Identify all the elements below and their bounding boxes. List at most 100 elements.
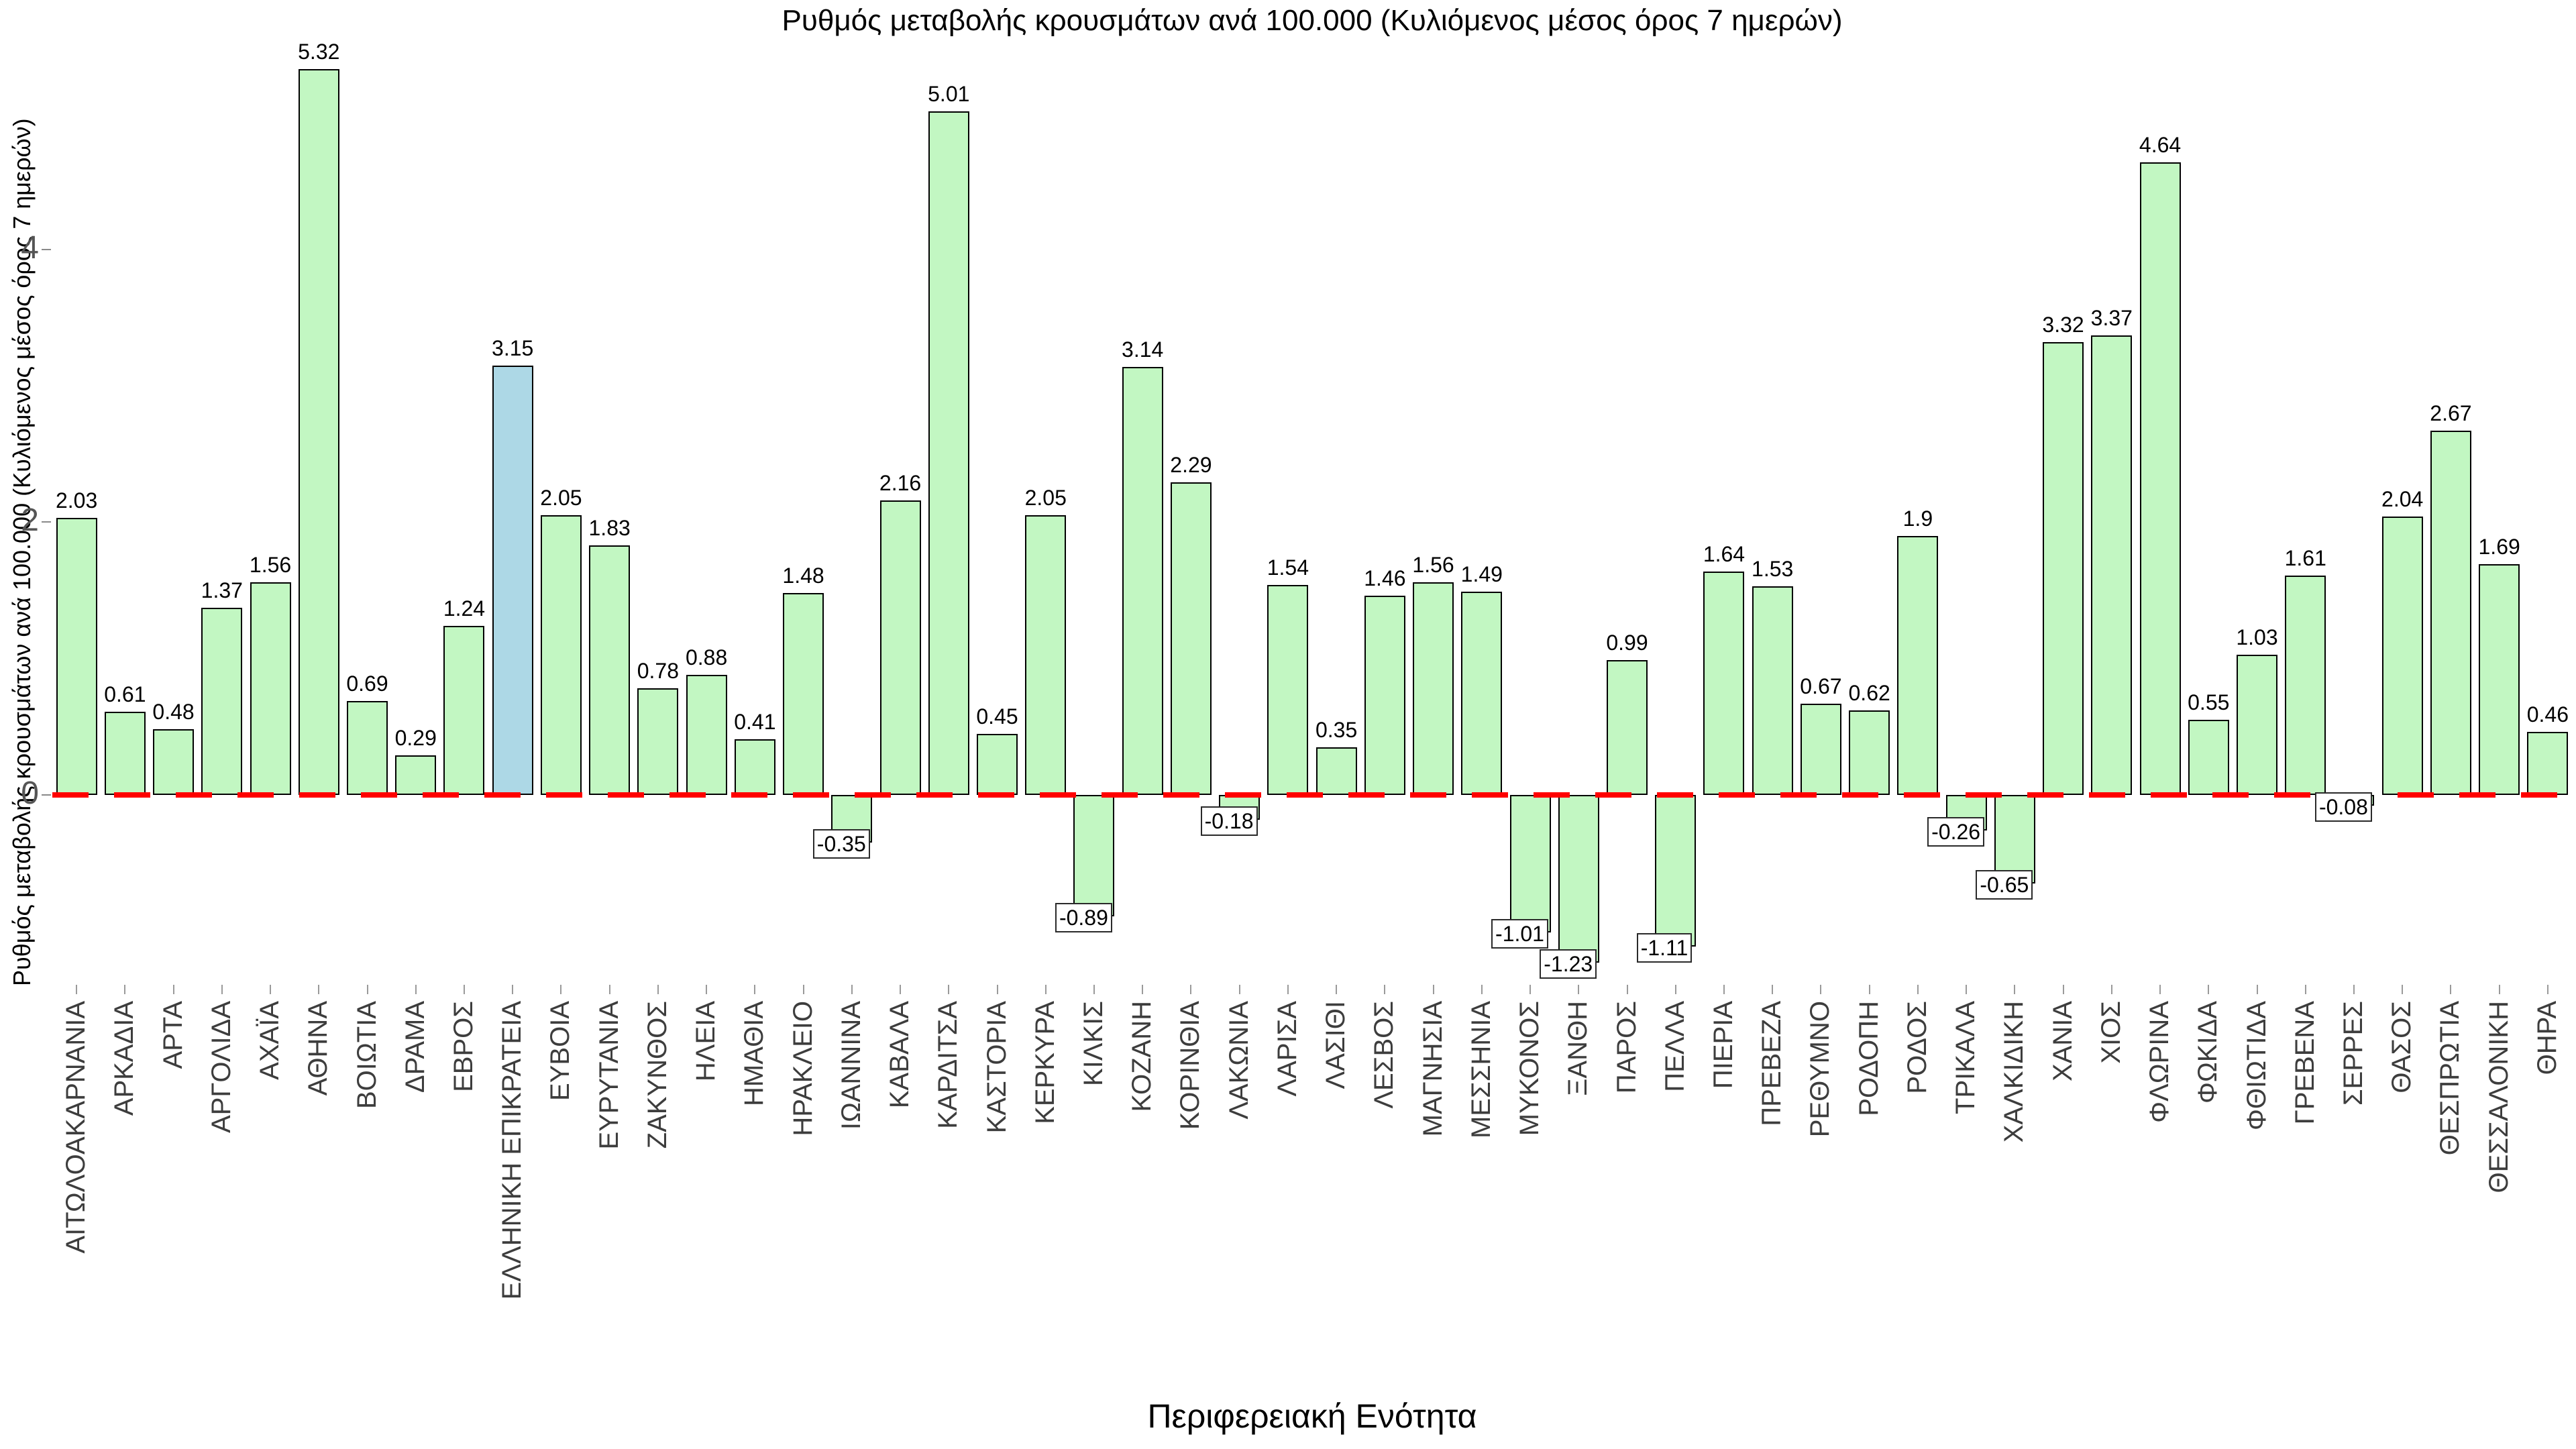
category-label-text: ΗΜΑΘΙΑ bbox=[739, 1001, 769, 1106]
bar bbox=[2237, 654, 2277, 795]
bar bbox=[2188, 720, 2229, 795]
bar-value-label: -1.23 bbox=[1540, 949, 1597, 979]
bar bbox=[2527, 732, 2569, 795]
bar-value-label: 5.32 bbox=[298, 40, 340, 64]
bar-value-label: -0.35 bbox=[812, 829, 870, 859]
y-tick-mark bbox=[42, 521, 51, 523]
bar-value-label: 1.03 bbox=[2236, 625, 2278, 649]
bar-value-label: -1.01 bbox=[1491, 919, 1548, 949]
bar-value-label: 3.37 bbox=[2090, 305, 2133, 330]
bar bbox=[250, 582, 291, 795]
category-label-text: ΧΑΛΚΙΔΙΚΗ bbox=[1999, 1001, 2029, 1143]
category-label-text: ΚΑΡΔΙΤΣΑ bbox=[933, 1001, 963, 1129]
bar bbox=[2381, 517, 2423, 795]
category-label-text: ΧΑΝΙΑ bbox=[2047, 1001, 2078, 1082]
bar-value-label: 2.67 bbox=[2430, 401, 2472, 426]
bar-value-label: 1.46 bbox=[1364, 566, 1406, 591]
y-tick-mark bbox=[42, 794, 51, 796]
x-tick-mark bbox=[2353, 985, 2355, 994]
bar-value-label: 0.69 bbox=[346, 671, 388, 696]
bar bbox=[540, 515, 582, 795]
category-label-text: ΞΑΝΘΗ bbox=[1563, 1001, 1593, 1096]
category-label-text: ΛΕΣΒΟΣ bbox=[1369, 1001, 1399, 1109]
category-label-text: ΑΧΑΪΑ bbox=[255, 1001, 285, 1080]
bar-value-label: 0.55 bbox=[2188, 690, 2230, 715]
zero-line bbox=[52, 792, 2572, 798]
bar bbox=[1364, 596, 1405, 795]
x-tick-mark bbox=[1868, 985, 1870, 994]
category-label-text: ΘΗΡΑ bbox=[2532, 1001, 2562, 1075]
category-label-text: ΜΑΓΝΗΣΙΑ bbox=[1417, 1001, 1448, 1137]
bar bbox=[2043, 342, 2084, 795]
x-tick-mark bbox=[2546, 985, 2548, 994]
bar bbox=[443, 625, 485, 795]
bar-value-label: 4.64 bbox=[2139, 132, 2182, 157]
category-label-text: ΗΛΕΙΑ bbox=[691, 1001, 721, 1082]
bar-value-label: 2.05 bbox=[540, 486, 582, 511]
bar bbox=[734, 739, 775, 795]
bar bbox=[1607, 659, 1648, 795]
x-tick-mark bbox=[2304, 985, 2306, 994]
bar-value-label: -0.18 bbox=[1200, 806, 1258, 836]
bar bbox=[2139, 162, 2181, 795]
category-label-text: ΚΟΡΙΝΘΙΑ bbox=[1175, 1001, 1205, 1130]
bar bbox=[1025, 515, 1067, 795]
category-label-text: ΦΩΚΙΔΑ bbox=[2193, 1001, 2223, 1104]
bar-value-label: -1.11 bbox=[1636, 932, 1693, 963]
category-label-text: ΠΑΡΟΣ bbox=[1611, 1001, 1642, 1094]
bar bbox=[879, 500, 921, 795]
category-label-text: ΓΡΕΒΕΝΑ bbox=[2290, 1001, 2320, 1125]
x-tick-mark bbox=[2014, 985, 2016, 994]
bar-value-label: 0.99 bbox=[1606, 630, 1648, 655]
category-label-text: ΦΛΩΡΙΝΑ bbox=[2145, 1001, 2175, 1123]
bar-value-label: 2.04 bbox=[2381, 487, 2424, 512]
bar bbox=[783, 593, 824, 795]
x-tick-mark bbox=[1238, 985, 1240, 994]
bar-value-label: 0.67 bbox=[1800, 674, 1842, 698]
x-tick-mark bbox=[1966, 985, 1968, 994]
x-tick-mark bbox=[1142, 985, 1144, 994]
bar-value-label: 0.45 bbox=[976, 704, 1018, 729]
bar-value-label: 1.53 bbox=[1752, 556, 1794, 581]
bar bbox=[1558, 795, 1599, 963]
x-tick-mark bbox=[1674, 985, 1676, 994]
x-tick-mark bbox=[76, 985, 78, 994]
bar-value-label: 1.69 bbox=[2478, 535, 2520, 559]
category-label-text: ΙΩΑΝΝΙΝΑ bbox=[836, 1001, 866, 1130]
category-label-text: ΕΥΒΟΙΑ bbox=[545, 1001, 576, 1101]
category-label-text: ΣΕΡΡΕΣ bbox=[2338, 1001, 2368, 1106]
x-tick-mark bbox=[124, 985, 126, 994]
category-label-text: ΦΘΙΩΤΙΔΑ bbox=[2241, 1001, 2271, 1130]
bar bbox=[1461, 592, 1503, 795]
y-tick-label: 0 bbox=[21, 775, 39, 811]
bar-value-label: -0.89 bbox=[1055, 902, 1112, 932]
category-label-text: ΠΙΕΡΙΑ bbox=[1708, 1001, 1738, 1089]
bar bbox=[201, 608, 243, 795]
x-tick-mark bbox=[2498, 985, 2500, 994]
bar-value-label: 0.61 bbox=[104, 682, 146, 706]
bar bbox=[686, 675, 727, 795]
category-label-text: ΡΟΔΟΠΗ bbox=[1854, 1001, 1884, 1116]
category-label-text: ΕΒΡΟΣ bbox=[448, 1001, 478, 1092]
bar-value-label: 1.49 bbox=[1460, 562, 1503, 587]
x-tick-mark bbox=[1481, 985, 1483, 994]
bar-value-label: 0.29 bbox=[394, 726, 437, 751]
bar-value-label: 2.03 bbox=[55, 488, 98, 513]
bar-value-label: 3.32 bbox=[2042, 313, 2084, 337]
bar bbox=[1703, 571, 1745, 795]
category-label-text: ΔΡΑΜΑ bbox=[400, 1001, 430, 1093]
bar-value-label: -0.26 bbox=[1927, 816, 1985, 847]
category-label-text: ΕΥΡΥΤΑΝΙΑ bbox=[594, 1001, 624, 1150]
category-label-text: ΚΙΛΚΙΣ bbox=[1078, 1001, 1108, 1087]
category-label-text: ΛΑΡΙΣΑ bbox=[1272, 1001, 1302, 1097]
bar-value-label: 1.24 bbox=[443, 596, 486, 621]
category-label-text: ΕΛΛΗΝΙΚΗ ΕΠΙΚΡΑΤΕΙΑ bbox=[497, 1001, 527, 1300]
category-label-text: ΛΑΣΙΘΙ bbox=[1321, 1001, 1351, 1089]
bar bbox=[589, 545, 631, 795]
y-tick-label: 4 bbox=[21, 229, 39, 266]
bar bbox=[1316, 747, 1357, 795]
bar-value-label: 0.48 bbox=[152, 700, 195, 724]
bar-value-label: 2.16 bbox=[879, 470, 922, 495]
category-label-text: ΘΕΣΣΑΛΟΝΙΚΗ bbox=[2483, 1001, 2514, 1193]
